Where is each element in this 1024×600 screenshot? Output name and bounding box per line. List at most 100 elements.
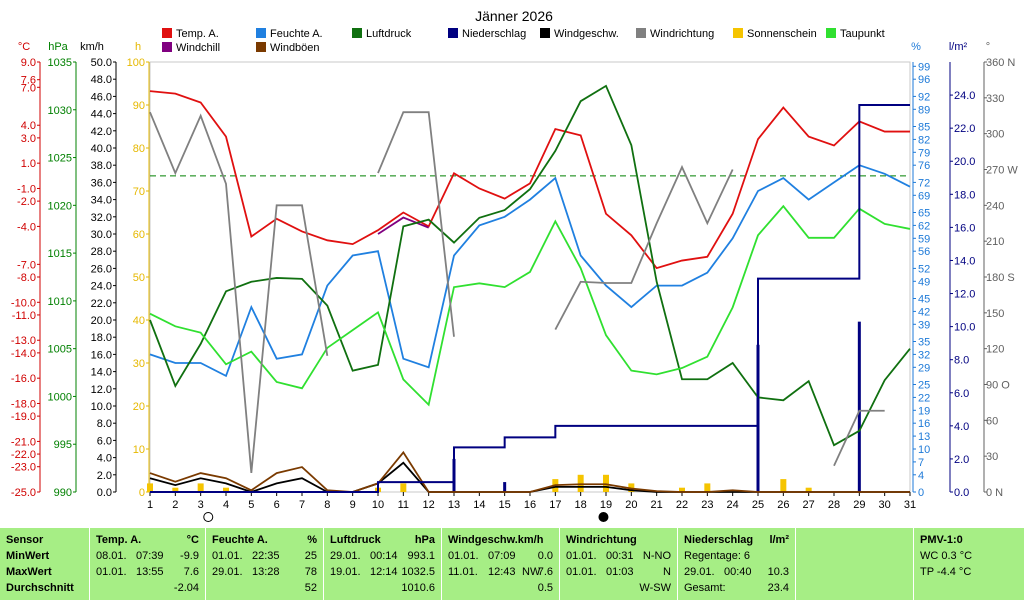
x-tick-label: 2: [172, 499, 178, 511]
x-tick-label: 6: [274, 499, 280, 511]
direction-tick-label: 30: [986, 451, 998, 463]
x-tick-label: 25: [752, 499, 764, 511]
x-tick-label: 21: [651, 499, 663, 511]
humidity-tick-label: 13: [918, 431, 930, 443]
direction-r2-time: 01:03: [606, 566, 634, 578]
temp-tick-label: -10.0: [11, 297, 36, 309]
precip-max-value: 10.3: [767, 566, 789, 578]
humidity-tick-label: 19: [918, 405, 930, 417]
wind-tick-label: 0.0: [97, 487, 112, 499]
sunshine-bar: [679, 487, 685, 492]
wind-tick-label: 50.0: [91, 57, 112, 69]
wind-tick-label: 28.0: [91, 246, 112, 258]
legend-swatch: [826, 28, 836, 38]
precip-tick-label: 4.0: [954, 421, 969, 433]
precip-tick-label: 6.0: [954, 388, 969, 400]
temp-title: Temp. A.: [96, 534, 142, 546]
wind-tick-label: 8.0: [97, 418, 112, 430]
direction-r1-date: 01.01.: [566, 550, 597, 562]
direction-r3-value: W-SW: [639, 582, 671, 594]
pressure-min-value: 993.1: [407, 550, 435, 562]
legend-label: Windgeschw.: [554, 28, 619, 40]
pressure-tick-label: 995: [54, 439, 72, 451]
summary-precip: Niederschlag l/m² Regentage: 6 29.01. 00:4…: [678, 528, 796, 600]
summary-humidity: Feuchte A.% 01.01. 22:35 25 29.01. 13:28 78 …: [206, 528, 324, 600]
sunshine-bar: [197, 483, 204, 492]
legend-label: Windrichtung: [650, 28, 714, 40]
x-tick-label: 3: [198, 499, 204, 511]
humidity-tick-label: 16: [918, 418, 930, 430]
legend-swatch: [448, 28, 458, 38]
wind-tick-label: 48.0: [91, 74, 112, 86]
wind-tick-label: 40.0: [91, 143, 112, 155]
humidity-tick-label: 82: [918, 134, 930, 146]
temp-tick-label: 1.0: [21, 158, 36, 170]
precip-tick-label: 24.0: [954, 90, 975, 102]
precip-tick-label: 18.0: [954, 189, 975, 201]
wind-max-value: 7.6: [537, 566, 553, 578]
legend-swatch: [540, 28, 550, 38]
wind-tick-label: 12.0: [91, 384, 112, 396]
sunshine-bar: [172, 487, 179, 492]
wind-tick-label: 44.0: [91, 109, 112, 121]
x-tick-label: 18: [575, 499, 587, 511]
x-tick-label: 11: [398, 499, 409, 511]
legend-label: Windböen: [270, 42, 320, 54]
legend-label: Feuchte A.: [270, 28, 323, 40]
pmv-tp: TP -4.4 °C: [920, 566, 972, 578]
legend-swatch: [352, 28, 362, 38]
sunshine-bar: [805, 487, 812, 492]
humidity-tick-label: 35: [918, 337, 930, 349]
direction-r1-value: N-NO: [642, 550, 671, 562]
precip-tick-label: 2.0: [954, 454, 969, 466]
pressure-tick-label: 1015: [48, 248, 72, 260]
x-tick-label: 30: [879, 499, 891, 511]
precip-max-time: 00:40: [724, 566, 752, 578]
humidity-axis-unit: %: [911, 41, 921, 53]
wind-tick-label: 20.0: [91, 315, 112, 327]
pressure-tick-label: 1010: [48, 296, 72, 308]
direction-axis-unit: °: [986, 41, 990, 53]
sunshine-tick-label: 90: [133, 100, 145, 112]
sunshine-tick-label: 0: [139, 487, 145, 499]
humidity-tick-label: 85: [918, 122, 930, 134]
temp-tick-label: -14.0: [11, 348, 36, 360]
pressure-min-date: 29.01.: [330, 550, 361, 562]
temp-tick-label: -13.0: [11, 335, 36, 347]
x-tick-label: 23: [701, 499, 713, 511]
legend-label: Temp. A.: [176, 28, 219, 40]
sunshine-tick-label: 80: [133, 143, 145, 155]
temp-tick-label: -23.0: [11, 462, 36, 474]
sunshine-tick-label: 20: [133, 401, 145, 413]
pressure-avg-value: 1010.6: [401, 582, 435, 594]
humidity-tick-label: 96: [918, 74, 930, 86]
windrichtung-line: [149, 111, 885, 473]
humidity-tick-label: 52: [918, 263, 930, 275]
sensor-title: Sensor: [6, 534, 44, 546]
direction-tick-label: 270 W: [986, 165, 1018, 177]
temp-tick-label: -25.0: [11, 487, 36, 499]
sunshine-tick-label: 50: [133, 272, 145, 284]
direction-r2-value: N: [663, 566, 671, 578]
x-tick-label: 20: [625, 499, 637, 511]
pressure-max-time: 12:14: [370, 566, 398, 578]
humidity-tick-label: 22: [918, 392, 930, 404]
sunshine-tick-label: 30: [133, 358, 145, 370]
sunshine-bar: [147, 483, 153, 492]
humidity-title: Feuchte A.: [212, 534, 268, 546]
x-tick-label: 26: [777, 499, 789, 511]
sunshine-tick-label: 70: [133, 186, 145, 198]
pressure-unit: hPa: [414, 534, 435, 546]
direction-r2-date: 01.01.: [566, 566, 597, 578]
new-moon-icon: [598, 512, 609, 522]
full-moon-icon: [203, 512, 214, 522]
temp-max-value: 7.6: [183, 566, 199, 578]
legend-label: Luftdruck: [366, 28, 412, 40]
direction-tick-label: 120: [986, 344, 1004, 356]
chart-title: Jänner 2026: [475, 8, 553, 24]
wind-max-dir: NW: [522, 566, 541, 578]
summary-pressure: Luftdruck hPa 29.01. 00:14 993.1 19.01. 12:1…: [324, 528, 442, 600]
sunshine-axis-unit: h: [135, 41, 141, 53]
weather-chart: Jänner 2026 Temp. A. Feuchte A. Luftdruck N…: [11, 8, 1018, 522]
temp-tick-label: 7.6: [21, 75, 36, 87]
